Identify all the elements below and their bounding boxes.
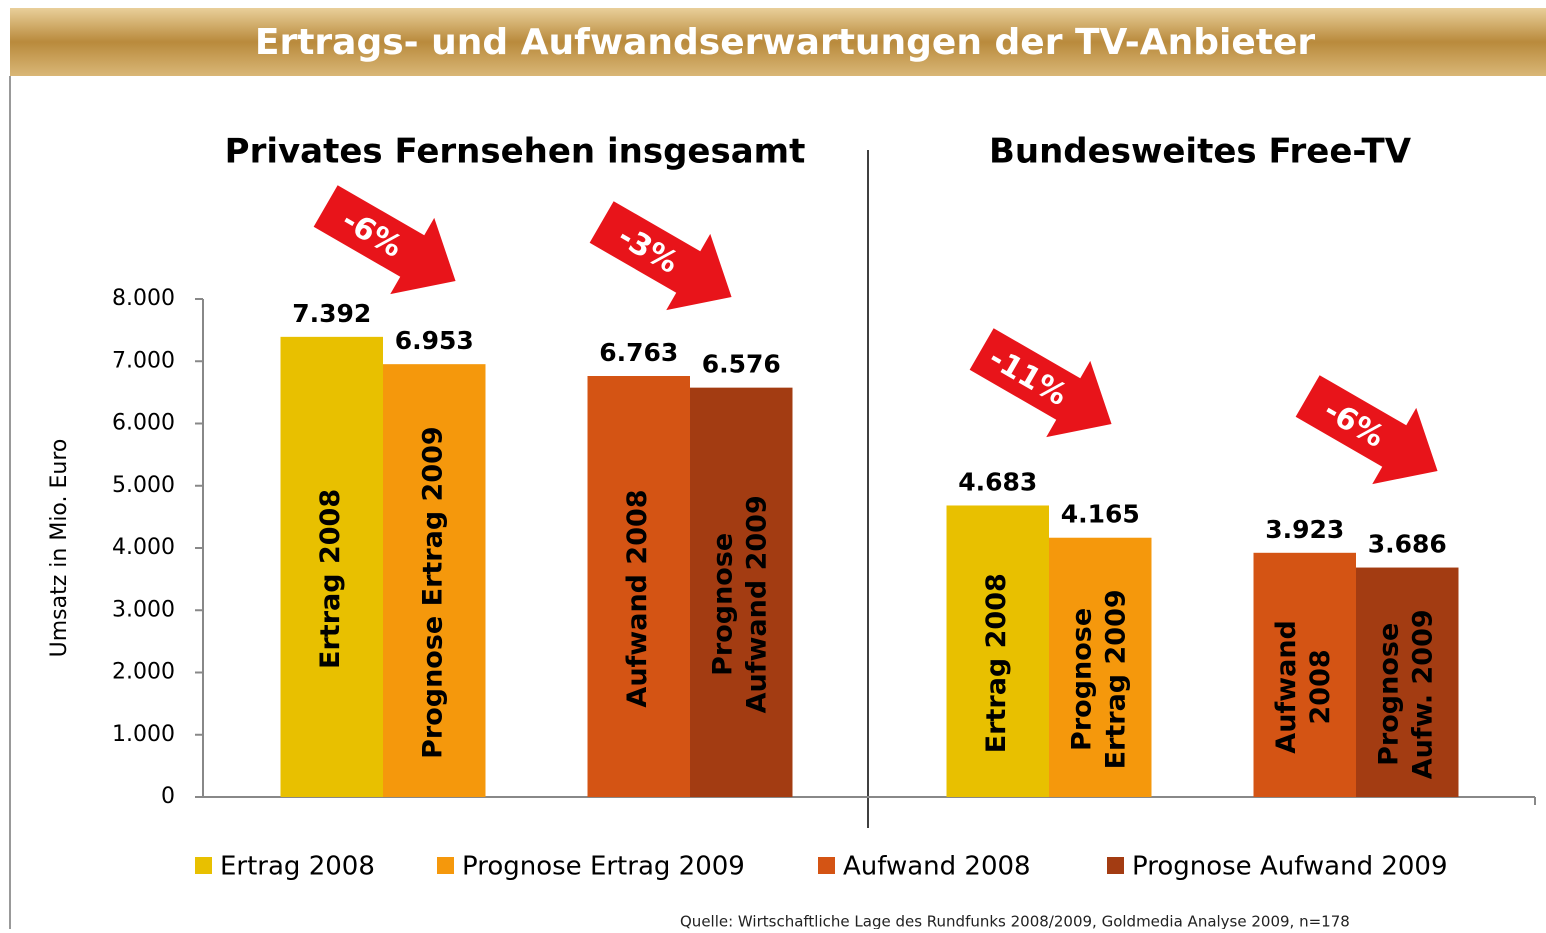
value-label: 3.923 (1265, 515, 1344, 544)
y-tick-label: 2.000 (112, 660, 175, 685)
bar (587, 376, 690, 797)
value-label: 6.953 (395, 326, 474, 355)
bar-label: Aufwand 2008 (622, 489, 653, 707)
bar (280, 336, 383, 797)
value-label: 3.686 (1368, 530, 1447, 559)
legend-label: Ertrag 2008 (220, 852, 375, 882)
arrow-shape (589, 201, 732, 311)
bar-label: 2008 (1305, 649, 1336, 724)
bar-label: Ertrag 2008 (981, 573, 1012, 753)
panel-title: Bundesweites Free-TV (989, 132, 1412, 172)
legend-label: Aufwand 2008 (843, 852, 1031, 882)
y-tick-label: 6.000 (112, 411, 175, 436)
value-label: 4.683 (958, 467, 1037, 496)
y-tick-label: 1.000 (112, 722, 175, 747)
value-label: 6.763 (599, 338, 678, 367)
bar-label: Aufwand 2009 (742, 495, 773, 713)
trend-arrow: -11% (969, 328, 1112, 438)
bar-label: Aufwand (1271, 620, 1302, 754)
bar-label: Aufw. 2009 (1408, 609, 1439, 779)
legend-swatch (818, 857, 835, 874)
bar-label: Prognose Ertrag 2009 (418, 426, 449, 759)
legend-label: Prognose Ertrag 2009 (462, 852, 745, 882)
value-label: 4.165 (1061, 500, 1140, 529)
source: Quelle: Wirtschaftliche Lage des Rundfun… (680, 913, 1350, 930)
y-tick-label: 3.000 (112, 597, 175, 622)
legend-swatch (195, 857, 212, 874)
bar-label: Prognose (1067, 608, 1098, 751)
y-tick-label: 0 (161, 784, 175, 809)
y-tick-label: 5.000 (112, 473, 175, 498)
bar (1049, 537, 1152, 797)
y-tick-label: 8.000 (112, 286, 175, 311)
value-label: 7.392 (292, 299, 371, 328)
arrow-shape (313, 185, 456, 295)
legend-swatch (1107, 857, 1124, 874)
y-tick-label: 7.000 (112, 348, 175, 373)
bar-label: Prognose (708, 533, 739, 676)
value-label: 6.576 (702, 350, 781, 379)
y-tick-label: 4.000 (112, 535, 175, 560)
panel-title: Privates Fernsehen insgesamt (225, 132, 806, 172)
bar-label: Ertrag 2009 (1101, 589, 1132, 769)
bar-label: Prognose (1374, 623, 1405, 766)
trend-arrow: -3% (589, 201, 732, 311)
bar (946, 505, 1049, 797)
y-axis-label: Umsatz in Mio. Euro (47, 439, 72, 658)
bar-label: Ertrag 2008 (315, 489, 346, 669)
trend-arrow: -6% (1295, 375, 1438, 485)
chart-title: Ertrags- und Aufwandserwartungen der TV-… (255, 22, 1316, 63)
bar (1356, 567, 1459, 797)
bar (1253, 552, 1356, 797)
arrow-shape (1295, 375, 1438, 485)
legend-label: Prognose Aufwand 2009 (1132, 852, 1448, 882)
title-banner (10, 8, 1546, 76)
legend-swatch (437, 857, 454, 874)
arrow-shape (969, 328, 1112, 438)
trend-arrow: -6% (313, 185, 456, 295)
bar (383, 364, 486, 797)
bar (690, 387, 793, 797)
